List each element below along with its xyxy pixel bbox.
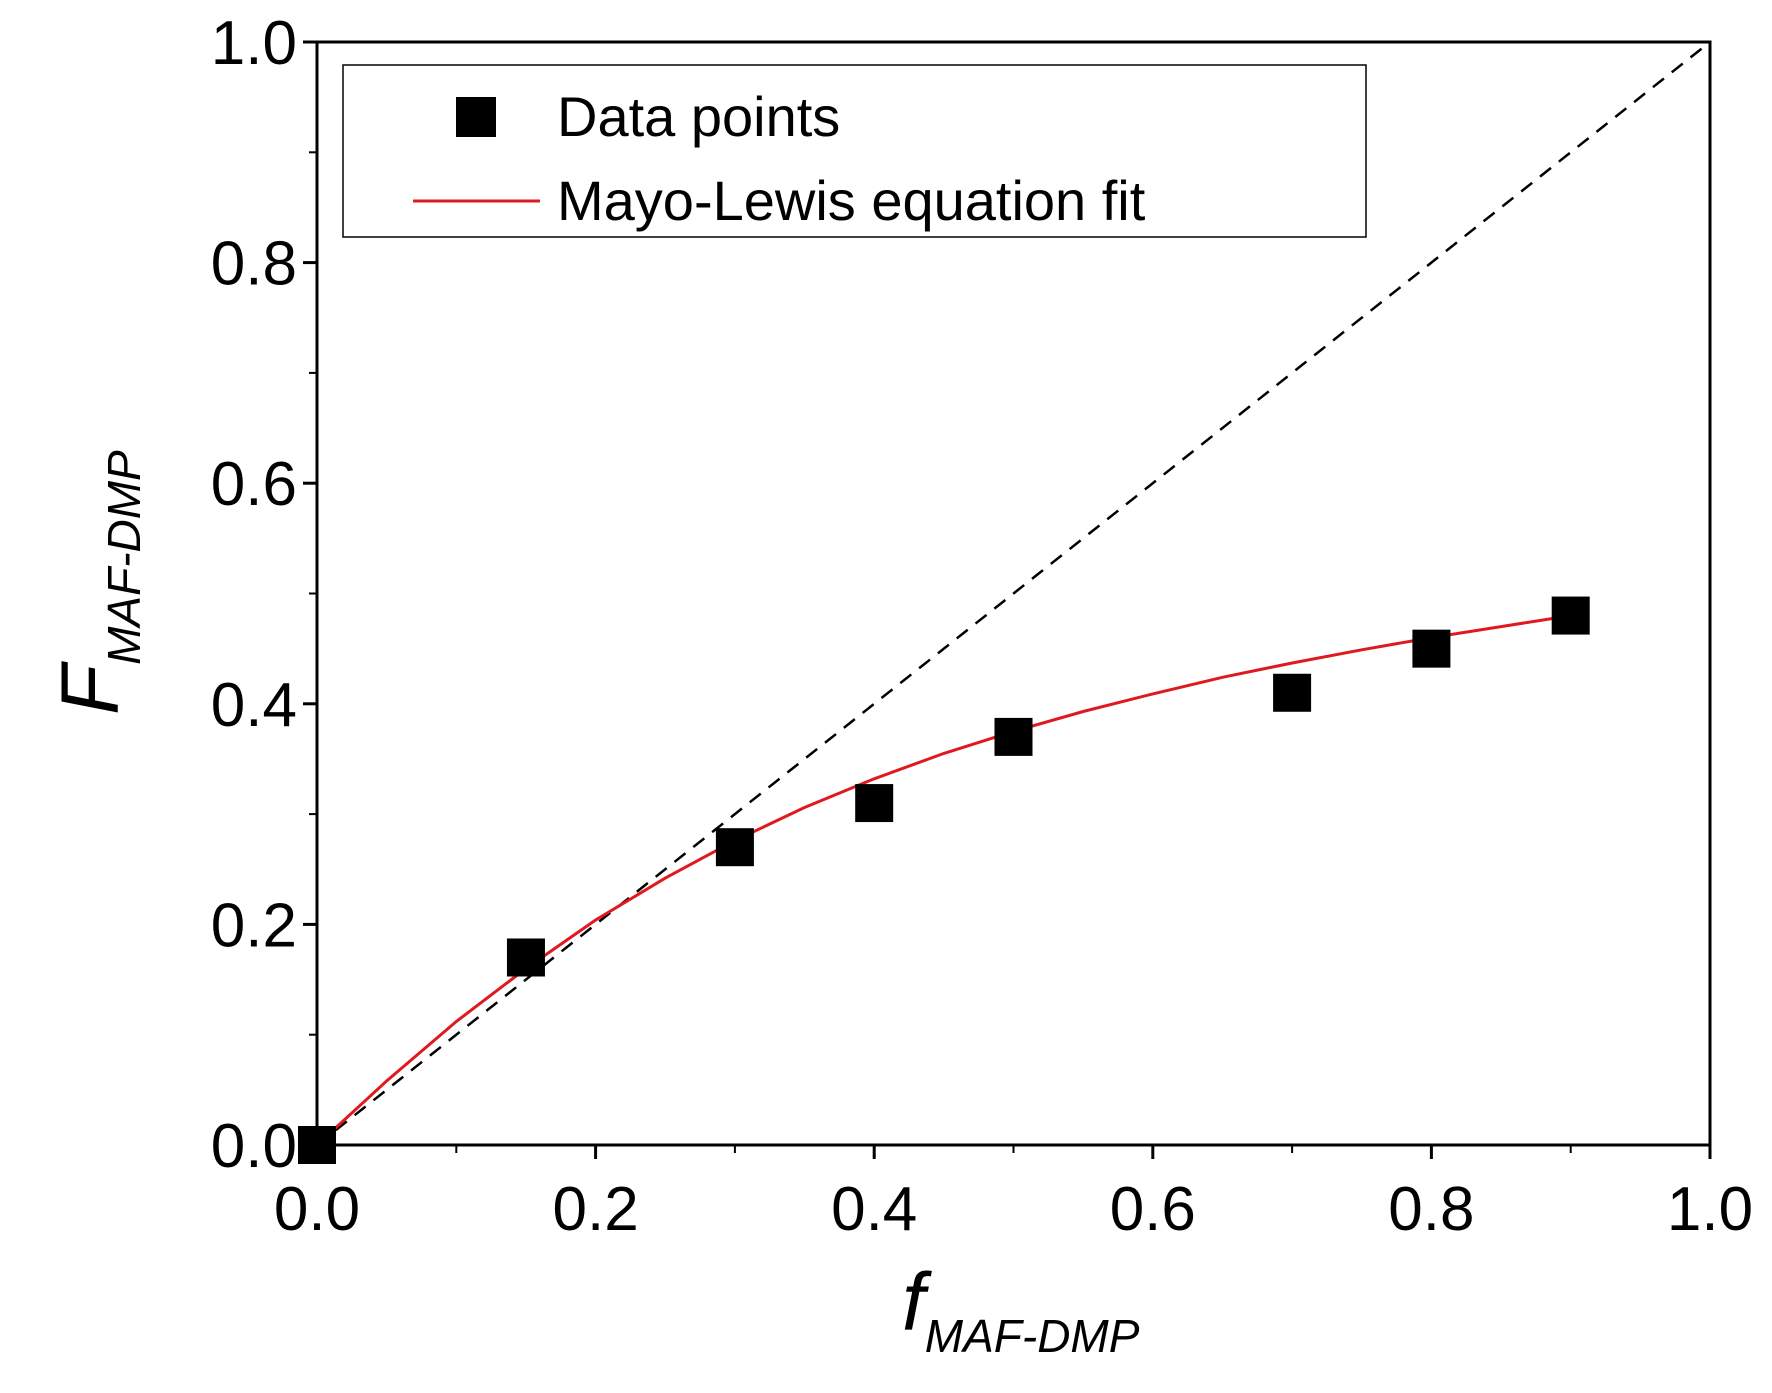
data-point-marker xyxy=(506,938,545,977)
data-point-marker xyxy=(1551,596,1590,635)
y-tick-label: 0.4 xyxy=(211,671,297,740)
legend: Data points Mayo-Lewis equation fit xyxy=(342,64,1367,238)
fit-layer xyxy=(315,614,1571,1147)
data-point-marker xyxy=(855,784,894,823)
y-axis-title-sub: MAF-DMP xyxy=(98,450,150,665)
x-axis-title-sub: MAF-DMP xyxy=(925,1310,1140,1362)
mayo-lewis-fit-line xyxy=(315,614,1571,1147)
marker-layer xyxy=(298,596,1590,1164)
data-point-marker xyxy=(1273,673,1312,712)
y-axis-title: FMAF-DMP xyxy=(45,450,150,715)
x-tick-label: 0.6 xyxy=(1110,1175,1196,1244)
x-axis-title: fMAF-DMP xyxy=(902,1257,1140,1362)
y-axis-title-main: F xyxy=(45,661,136,715)
legend-label-fit: Mayo-Lewis equation fit xyxy=(557,169,1146,232)
data-point-marker xyxy=(994,717,1033,756)
x-tick-label: 0.4 xyxy=(831,1175,917,1244)
tick-layer xyxy=(303,40,1712,1159)
y-tick-label: 0.0 xyxy=(211,1112,297,1181)
y-tick-label: 0.2 xyxy=(211,891,297,960)
legend-marker-square xyxy=(456,97,496,137)
data-point-marker xyxy=(715,828,754,867)
legend-label-data-points: Data points xyxy=(557,85,840,148)
x-tick-label: 0.2 xyxy=(552,1175,638,1244)
y-tick-label: 1.0 xyxy=(211,9,297,78)
reference-layer xyxy=(316,41,1711,1146)
y-tick-label: 0.6 xyxy=(211,450,297,519)
x-tick-label: 0.8 xyxy=(1388,1175,1474,1244)
tick-label-layer: 0.0 0.2 0.4 0.6 0.8 1.0 0.0 0.2 0.4 0.6 0.8 1.0 xyxy=(211,9,1753,1244)
diagonal-reference-line xyxy=(316,41,1711,1146)
y-tick-label: 0.8 xyxy=(211,230,297,299)
x-tick-label: 0.0 xyxy=(274,1175,360,1244)
x-tick-label: 1.0 xyxy=(1667,1175,1753,1244)
data-point-marker xyxy=(1412,629,1451,668)
legend-box xyxy=(342,64,1367,238)
